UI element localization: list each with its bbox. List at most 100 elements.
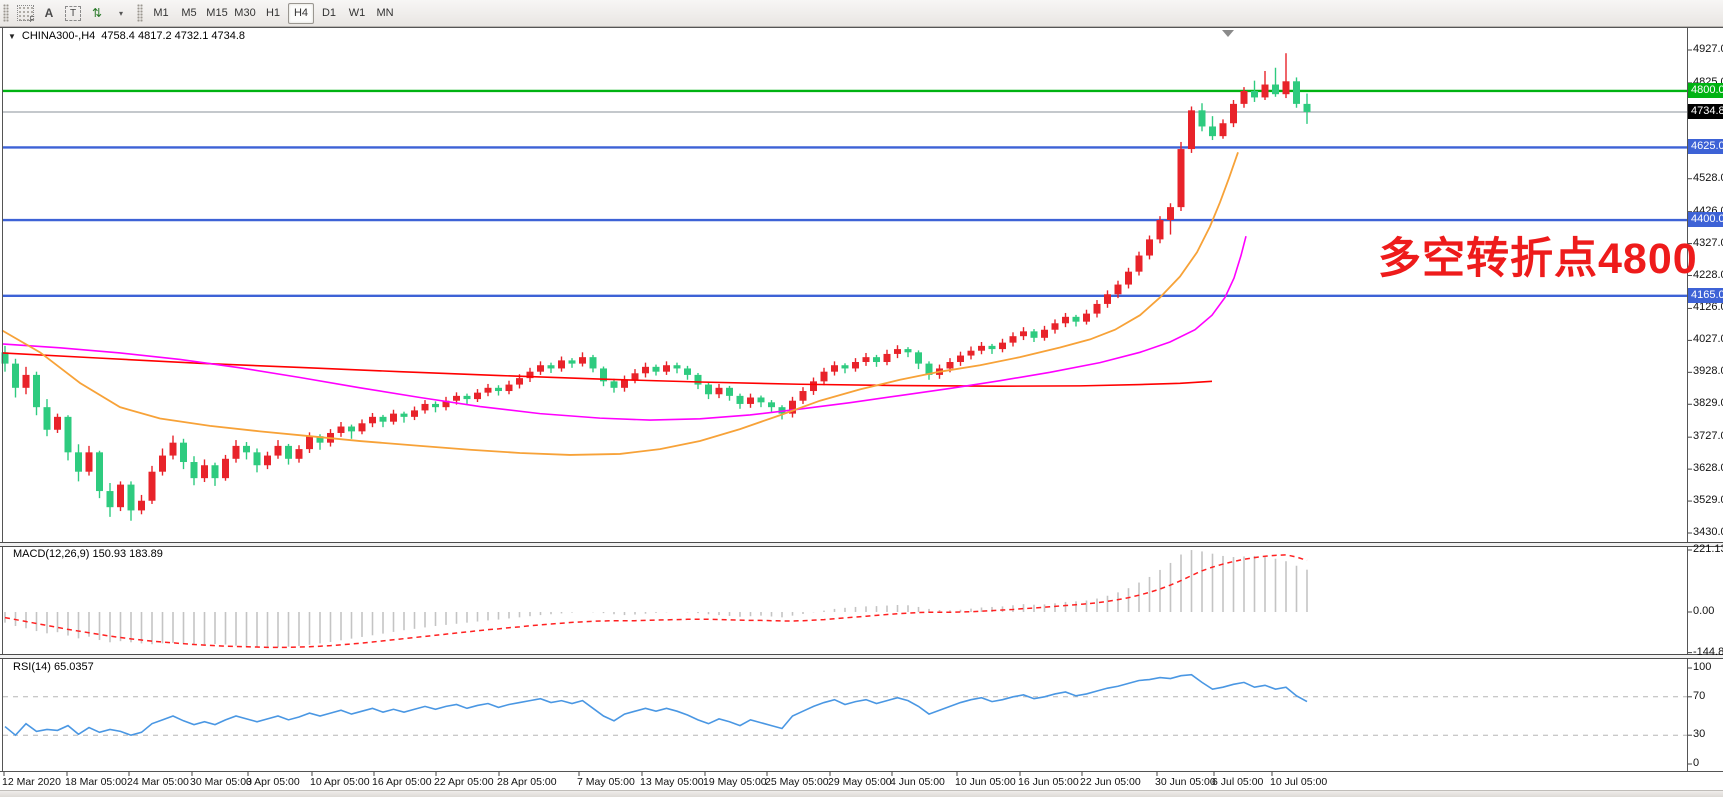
candle-body — [526, 371, 534, 379]
candle-body — [589, 357, 597, 369]
candle-body — [652, 366, 660, 372]
tf-button-M1[interactable]: M1 — [153, 7, 169, 19]
tf-button-MN[interactable]: MN — [376, 7, 394, 19]
candle-body — [852, 361, 859, 369]
candle-body — [1272, 84, 1279, 95]
toolbar-separator — [137, 4, 143, 22]
candle-body — [1135, 255, 1143, 272]
candle-body — [1030, 331, 1038, 338]
candle-body — [988, 345, 996, 350]
chart-title-bar: ▼ CHINA300-,H4 4758.4 4817.2 4732.1 4734… — [8, 30, 245, 42]
candle-body — [894, 349, 901, 354]
date-label: 16 Jun 05:00 — [1018, 776, 1079, 788]
chart-window[interactable]: ▼ CHINA300-,H4 4758.4 4817.2 4732.1 4734… — [0, 27, 1723, 797]
tf-button-H1[interactable]: H1 — [265, 7, 281, 19]
candle-body — [222, 458, 229, 479]
rsi-tick-label: 0 — [1693, 757, 1700, 769]
chart-canvas[interactable] — [0, 27, 1723, 796]
candle-body — [190, 462, 198, 479]
candle-body — [316, 436, 324, 443]
candle-body — [75, 452, 82, 472]
macd-label: MACD(12,26,9) 150.93 183.89 — [13, 548, 163, 560]
date-label: 24 Mar 05:00 — [127, 776, 189, 788]
candle-body — [978, 345, 985, 351]
date-label: 7 May 05:00 — [577, 776, 635, 788]
candle-body — [610, 381, 618, 388]
symbol-title: CHINA300-,H4 — [21, 30, 96, 42]
candle-body — [915, 352, 922, 364]
date-label: 6 Jul 05:00 — [1212, 776, 1264, 788]
candle-body — [1293, 81, 1300, 104]
candle-body — [579, 357, 586, 364]
date-label: 30 Mar 05:00 — [190, 776, 252, 788]
text-box-t-icon[interactable]: T — [62, 2, 84, 24]
shift-marker-icon — [1222, 30, 1234, 37]
grid-glyph: F — [16, 5, 35, 24]
candle-body — [232, 445, 240, 459]
symbol-dropdown-caret-icon[interactable]: ▼ — [8, 31, 16, 41]
date-label: 13 May 05:00 — [640, 776, 704, 788]
date-label: 25 May 05:00 — [765, 776, 829, 788]
chart-left-border — [2, 27, 3, 772]
dropdown-caret-icon[interactable]: ▾ — [118, 8, 123, 18]
ma-orange-line — [1, 151, 1239, 456]
candle-body — [306, 436, 313, 450]
candle-body — [43, 407, 51, 430]
candle-body — [1240, 90, 1248, 104]
candle-body — [285, 445, 292, 459]
macd-panel-splitter[interactable] — [0, 542, 1723, 547]
price-axis-border — [1687, 27, 1688, 772]
tf-button-W1[interactable]: W1 — [348, 7, 366, 19]
candle-body — [1167, 207, 1174, 221]
tf-button-M5[interactable]: M5 — [181, 7, 197, 19]
tf-button-M15[interactable]: M15 — [206, 7, 228, 19]
candle-body — [1083, 313, 1090, 322]
rsi-line — [4, 673, 1308, 737]
candle-body — [547, 365, 555, 369]
tf-button-M30[interactable]: M30 — [234, 7, 256, 19]
toolbar-grip-handle[interactable] — [3, 4, 9, 22]
candle-body — [789, 400, 796, 414]
candles-layer — [1, 53, 1311, 521]
tf-button-D1[interactable]: D1 — [321, 7, 337, 19]
candle-body — [663, 365, 670, 372]
t-box-glyph: T — [65, 5, 81, 21]
candle-body — [694, 374, 702, 385]
annotation-text[interactable]: 多空转折点4800 — [1378, 235, 1698, 283]
candle-body — [243, 445, 250, 453]
candle-body — [1219, 123, 1227, 137]
candle-body — [169, 442, 177, 456]
candle-body — [295, 449, 303, 459]
candle-body — [148, 471, 156, 501]
date-label: 10 Apr 05:00 — [310, 776, 370, 788]
price-tick-label: 3628.0 — [1693, 462, 1723, 475]
candle-body — [673, 365, 681, 369]
candle-body — [180, 442, 187, 463]
cycle-arrows-icon[interactable]: ⇅ — [91, 6, 103, 20]
bottom-scroll-strip[interactable] — [0, 790, 1723, 797]
rsi-panel-splitter[interactable] — [0, 654, 1723, 659]
price-tick-label: 4228.0 — [1693, 268, 1723, 281]
text-label-a-icon[interactable]: A — [44, 6, 54, 20]
date-label: 22 Jun 05:00 — [1080, 776, 1141, 788]
candle-body — [925, 363, 933, 375]
level-price-tag: 4165.0 — [1688, 287, 1723, 303]
tf-button-H4[interactable]: H4 — [288, 2, 314, 24]
candle-body — [411, 410, 418, 417]
date-label: 30 Jun 05:00 — [1155, 776, 1216, 788]
candle-body — [904, 349, 912, 353]
candle-body — [1051, 323, 1059, 330]
candle-body — [400, 413, 408, 417]
date-label: 29 May 05:00 — [828, 776, 892, 788]
dotted-grid-f-icon[interactable]: F — [14, 2, 36, 24]
candle-body — [463, 395, 471, 400]
candle-body — [715, 387, 723, 395]
candle-body — [946, 361, 954, 369]
candle-body — [211, 465, 219, 479]
candle-body — [768, 402, 775, 408]
price-tick-label: 4528.0 — [1693, 171, 1723, 184]
candle-body — [85, 452, 93, 472]
candle-body — [799, 391, 807, 401]
candle-body — [358, 423, 366, 432]
candle-body — [96, 452, 103, 492]
